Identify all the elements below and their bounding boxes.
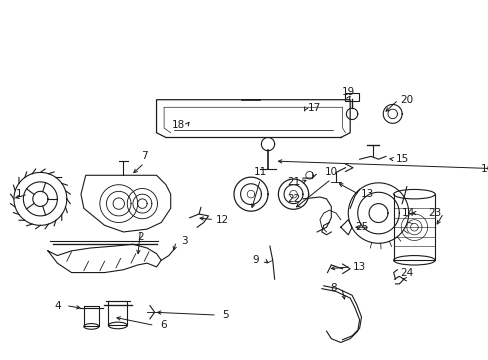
Text: 8: 8 bbox=[329, 283, 336, 293]
Text: 14: 14 bbox=[401, 208, 414, 218]
Text: 6: 6 bbox=[160, 320, 166, 330]
Text: 23: 23 bbox=[427, 208, 441, 218]
Text: 15: 15 bbox=[395, 154, 408, 164]
Text: 9: 9 bbox=[252, 255, 259, 265]
Text: 20: 20 bbox=[400, 95, 412, 105]
Text: 12: 12 bbox=[216, 215, 229, 225]
Text: 24: 24 bbox=[399, 267, 413, 278]
Text: 16: 16 bbox=[480, 164, 488, 174]
Text: 1: 1 bbox=[16, 189, 23, 199]
Text: 17: 17 bbox=[307, 103, 320, 113]
Text: 13: 13 bbox=[360, 189, 373, 199]
Bar bbox=[345, 93, 358, 101]
Text: 7: 7 bbox=[141, 152, 147, 161]
Text: 5: 5 bbox=[222, 310, 228, 320]
Text: 4: 4 bbox=[54, 301, 61, 311]
Text: 13: 13 bbox=[352, 262, 366, 272]
Text: 18: 18 bbox=[171, 120, 184, 130]
Text: 21: 21 bbox=[286, 177, 300, 187]
Text: 22: 22 bbox=[286, 194, 300, 204]
Text: 2: 2 bbox=[137, 232, 143, 242]
Text: 11: 11 bbox=[253, 167, 266, 177]
Text: 10: 10 bbox=[324, 167, 337, 177]
Text: 19: 19 bbox=[341, 87, 354, 97]
Text: 3: 3 bbox=[181, 237, 188, 246]
Text: 25: 25 bbox=[354, 222, 367, 232]
